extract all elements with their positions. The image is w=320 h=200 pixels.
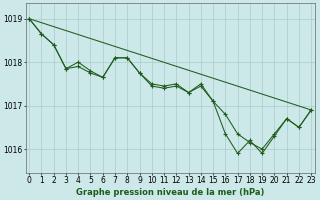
X-axis label: Graphe pression niveau de la mer (hPa): Graphe pression niveau de la mer (hPa) xyxy=(76,188,264,197)
